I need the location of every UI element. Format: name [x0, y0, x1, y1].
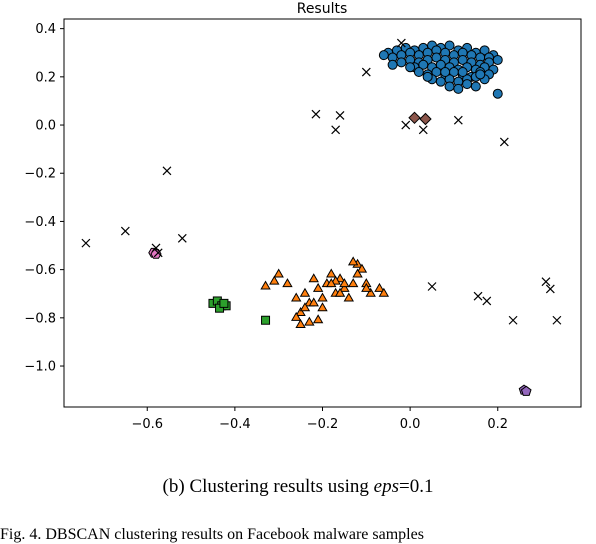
caption-suffix: =0.1: [398, 476, 434, 497]
axis-ticks: −0.6 −0.4 −0.2 0.0 0.2 0.4 0.2 0.0 −0.2 −0.4 −0.6 −…: [24, 22, 508, 432]
data-point: [291, 292, 302, 302]
data-point: [352, 268, 363, 278]
data-point: [273, 268, 284, 278]
data-point: [339, 278, 350, 288]
y-tick-label: 0.4: [35, 22, 56, 37]
data-point: [295, 319, 306, 329]
caption-eps: eps: [373, 476, 399, 497]
data-point: [343, 292, 354, 302]
data-point: [408, 111, 421, 125]
outlier-point: [427, 282, 437, 291]
data-point: [492, 54, 503, 65]
plot-frame: [63, 18, 582, 408]
data-point: [304, 316, 315, 326]
scatter-plot: Results −0.6 −0.4 −0.2 0.0 0.20.40.20.0−0.2−…: [24, 1, 582, 432]
outlier-point: [453, 115, 463, 125]
data-point: [312, 314, 324, 324]
data-point: [269, 275, 280, 285]
data-point: [219, 298, 229, 308]
data-point: [422, 71, 433, 82]
data-point: [374, 282, 385, 292]
outlier-point: [552, 315, 562, 325]
outlier-point: [162, 166, 172, 176]
data-point: [295, 307, 306, 317]
outlier-point: [177, 233, 187, 243]
data-point: [492, 88, 503, 99]
y-tick-label: −0.4: [24, 215, 56, 230]
data-point: [291, 311, 302, 321]
y-tick-label: 0.0: [35, 119, 56, 134]
data-point: [334, 287, 346, 297]
outlier-point: [335, 110, 345, 120]
outlier-point: [331, 125, 341, 135]
outlier-point: [311, 109, 321, 119]
data-point: [361, 282, 372, 292]
data-point: [470, 81, 481, 92]
data-point: [308, 297, 319, 307]
data-point: [457, 67, 468, 78]
outlier-point: [396, 38, 406, 48]
data-point: [475, 69, 486, 80]
data-point: [378, 50, 389, 61]
plot-marks: [81, 38, 562, 396]
data-point: [405, 62, 416, 73]
data-point: [326, 268, 337, 278]
x-tick-label: 0.0: [400, 417, 421, 432]
data-point: [347, 278, 359, 288]
data-point: [413, 67, 424, 78]
caption-prefix: (b) Clustering results using: [162, 476, 374, 497]
y-tick-label: −0.6: [24, 263, 56, 278]
data-point: [440, 67, 451, 78]
x-tick-label: −0.6: [131, 417, 163, 432]
data-point: [396, 57, 407, 68]
outlier-point: [153, 248, 163, 258]
outlier-point: [508, 315, 518, 325]
y-tick-label: −0.8: [24, 311, 56, 326]
data-point: [299, 302, 311, 312]
data-point: [365, 287, 376, 297]
outlier-point: [473, 291, 483, 301]
data-point: [347, 256, 359, 266]
y-tick-label: −0.2: [24, 167, 56, 182]
data-point: [312, 282, 324, 292]
outlier-point: [361, 67, 371, 77]
data-point: [419, 112, 432, 126]
data-point: [462, 79, 473, 90]
y-tick-label: 0.2: [35, 70, 56, 85]
data-point: [308, 273, 319, 283]
x-tick-label: 0.2: [487, 417, 508, 432]
data-point: [299, 287, 311, 297]
chart-title: Results: [297, 1, 348, 17]
data-point: [339, 282, 350, 292]
outlier-point: [545, 284, 555, 294]
outlier-point: [482, 296, 492, 306]
data-point: [356, 263, 368, 273]
data-point: [444, 40, 455, 51]
figure-caption: (b) Clustering results using eps=0.1: [0, 476, 596, 498]
outlier-point: [81, 238, 91, 248]
x-tick-label: −0.2: [307, 417, 339, 432]
data-point: [326, 278, 337, 288]
outlier-point: [401, 120, 411, 130]
data-point: [317, 292, 328, 302]
data-point: [435, 76, 446, 87]
data-point: [261, 315, 271, 325]
data-point: [520, 385, 532, 396]
data-point: [282, 278, 293, 288]
outlier-point: [151, 243, 161, 253]
outlier-point: [418, 125, 428, 135]
data-point: [260, 280, 271, 290]
data-point: [317, 302, 328, 312]
outlier-point: [499, 137, 509, 147]
data-point: [444, 81, 455, 92]
outlier-point: [120, 226, 130, 236]
data-point: [479, 45, 490, 56]
x-tick-label: −0.4: [219, 417, 251, 432]
y-tick-label: −1.0: [24, 360, 56, 375]
data-point: [378, 287, 390, 297]
figure-text: Fig. 4. DBSCAN clustering results on Fac…: [0, 526, 424, 543]
outlier-point: [541, 277, 551, 287]
data-point: [453, 83, 464, 94]
data-point: [387, 59, 398, 70]
